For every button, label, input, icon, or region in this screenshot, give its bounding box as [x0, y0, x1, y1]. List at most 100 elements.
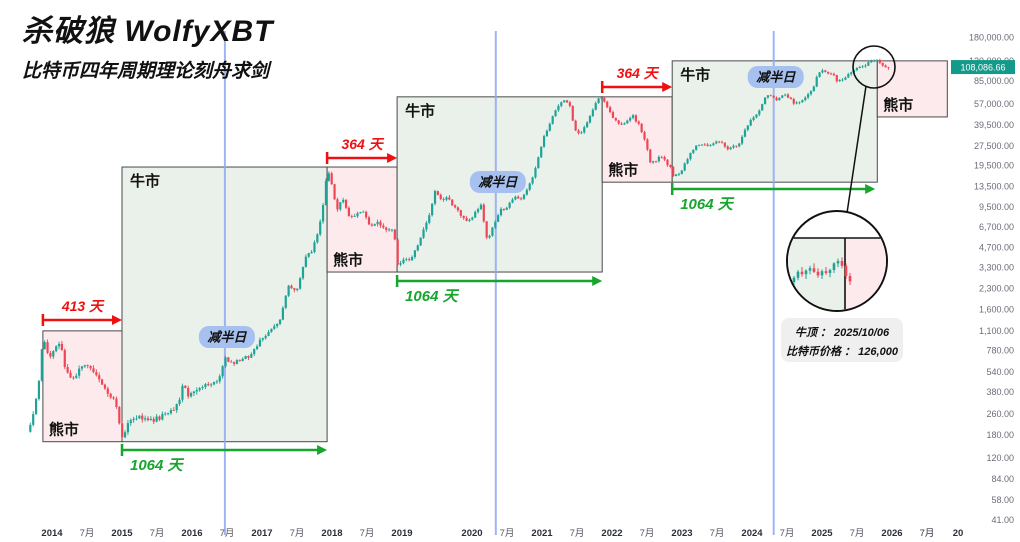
- candle-body: [514, 196, 517, 200]
- candle-body: [385, 227, 388, 230]
- candle-body: [362, 211, 365, 213]
- candle-body: [218, 376, 221, 382]
- candle-body: [692, 149, 695, 153]
- x-axis-year-label: 2023: [671, 528, 692, 539]
- candle-body: [210, 384, 213, 386]
- candle-body: [669, 165, 672, 167]
- y-axis-label: 58.00: [991, 495, 1014, 505]
- candle-body: [172, 410, 175, 411]
- current-price-tag-background: [951, 60, 1015, 75]
- candle-body: [775, 97, 778, 101]
- green-duration-label: 1064 天: [130, 457, 185, 474]
- candle-body: [261, 338, 264, 340]
- y-axis-label: 4,700.00: [979, 242, 1014, 252]
- candle-body: [333, 184, 336, 200]
- candle-body: [623, 123, 626, 125]
- candle-body: [129, 420, 132, 424]
- candle-body: [781, 95, 784, 98]
- candle-body: [166, 413, 170, 415]
- candle-body: [373, 224, 376, 226]
- candle-body: [78, 368, 81, 376]
- candle-body: [755, 114, 758, 118]
- price-axis[interactable]: 180,000.00120,000.0085,000.0057,000.0039…: [969, 33, 1014, 525]
- candle-body: [126, 423, 130, 433]
- candle-body: [241, 358, 244, 361]
- candle-body: [138, 415, 141, 419]
- candle-body: [786, 94, 790, 98]
- candle-body: [542, 136, 546, 147]
- candle-body: [520, 198, 523, 200]
- inset-candle-body: [796, 271, 800, 278]
- x-axis-year-label: 2019: [391, 528, 412, 539]
- candle-body: [643, 132, 646, 140]
- candle-body: [350, 216, 353, 217]
- candle-body: [408, 259, 411, 261]
- candle-body: [631, 115, 635, 118]
- candle-body: [540, 146, 543, 158]
- candle-body: [376, 221, 379, 225]
- callout-background: [781, 318, 903, 362]
- candle-body: [86, 365, 89, 367]
- red-duration-label: 364 天: [341, 136, 384, 152]
- candle-body: [729, 147, 732, 150]
- x-axis-month-label: 7月: [710, 528, 725, 539]
- candle-body: [52, 351, 55, 357]
- candle-body: [772, 95, 775, 98]
- candle-body: [399, 263, 402, 265]
- candle-body: [476, 209, 480, 212]
- candle-body: [746, 125, 749, 130]
- y-axis-label: 6,700.00: [979, 222, 1014, 232]
- candle-body: [247, 356, 250, 358]
- y-axis-label: 1,600.00: [979, 304, 1014, 314]
- candle-body: [517, 196, 520, 199]
- candle-body: [287, 285, 290, 296]
- halving-day-pill: [747, 66, 804, 88]
- red-duration-label: 364 天: [617, 65, 660, 81]
- candle-body: [212, 382, 216, 385]
- x-axis-month-label: 7月: [640, 528, 655, 539]
- candle-body: [112, 397, 115, 399]
- candle-body: [511, 199, 514, 203]
- time-axis[interactable]: 2014 7月 2015 7月 2016 7月 2017 7月 2018 7月 2019 2020 7月…: [41, 528, 963, 539]
- candle-body: [146, 418, 150, 421]
- inset-candle-body: [820, 271, 824, 276]
- candle-body: [367, 217, 371, 225]
- candle-body: [187, 387, 190, 397]
- candle-body: [884, 65, 887, 68]
- candle-body: [164, 413, 167, 415]
- candle-body: [396, 239, 399, 265]
- candle-body: [740, 136, 744, 144]
- x-axis-year-label: 2015: [111, 528, 133, 539]
- candle-body: [233, 362, 236, 364]
- candle-body: [29, 424, 32, 432]
- candle-body: [485, 221, 488, 238]
- candle-body: [706, 144, 709, 146]
- candle-body: [63, 350, 66, 368]
- candle-body: [43, 342, 46, 350]
- x-axis-year-label: 2022: [601, 528, 622, 539]
- inset-candle-body: [792, 277, 796, 282]
- candle-body: [677, 173, 681, 175]
- candle-body: [456, 207, 460, 211]
- candle-body: [488, 235, 491, 238]
- candle-body: [617, 120, 620, 124]
- candle-body: [109, 393, 112, 398]
- candle-body: [387, 229, 391, 231]
- candle-body: [718, 141, 721, 143]
- candle-body: [611, 112, 615, 118]
- magnifier-small-circle: [852, 45, 896, 89]
- candle-body: [864, 65, 867, 67]
- candle-body: [807, 94, 810, 98]
- candle-body: [402, 259, 405, 264]
- candle-body: [365, 211, 368, 218]
- candle-body: [410, 256, 414, 261]
- candle-body: [370, 224, 373, 226]
- candle-body: [313, 242, 316, 252]
- candle-body: [66, 367, 69, 373]
- y-axis-label: 19,500.00: [974, 161, 1014, 171]
- candle-body: [674, 174, 678, 177]
- candle-body: [594, 103, 597, 110]
- candle-body: [34, 398, 38, 415]
- candle-body: [169, 410, 173, 414]
